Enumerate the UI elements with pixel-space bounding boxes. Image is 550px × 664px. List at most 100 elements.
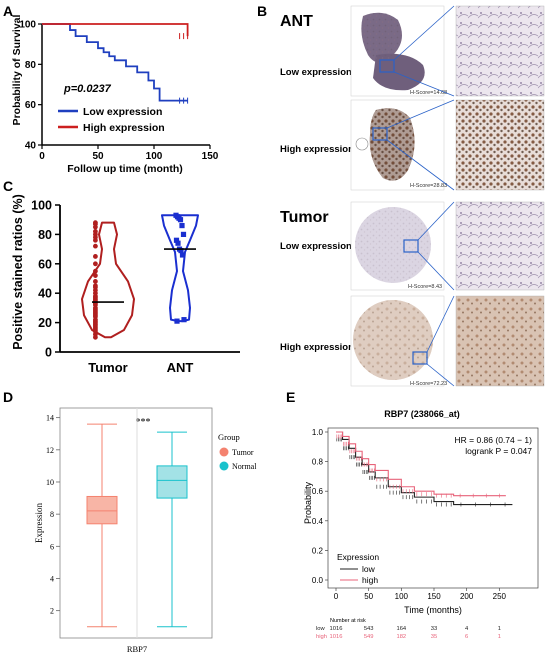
y-tick-label-a: 80 [25, 60, 37, 71]
boxplot-d: D Expression RBP7 *** 2 4 6 8 10 12 14 Group T… [3, 389, 257, 654]
y-tick-label-d: 6 [50, 542, 54, 551]
violin-tumor [81, 221, 135, 339]
data-point-ant [179, 252, 186, 258]
data-point-tumor [93, 334, 98, 340]
y-tick-label-d: 12 [46, 446, 54, 455]
y-axis-label-a: Probability of Survival [11, 14, 23, 125]
risk-table: low 1016 543 164 33 4 1 high 1016 549 182 35 6 1 [316, 626, 501, 640]
y-tick-label-a: 40 [25, 141, 37, 152]
h-score-tumor-high: H-Score=72.23 [410, 381, 447, 387]
x-tick-label-a: 150 [202, 151, 219, 162]
y-tick-label-c: 20 [38, 316, 52, 330]
ihc-whole-ant-low [350, 5, 445, 97]
y-tick-label-c: 100 [31, 199, 52, 213]
data-point-tumor [93, 237, 98, 243]
row-label-ant-high: High expression [280, 144, 354, 155]
panel-e: E RBP7 (238066_at) HR = 0.86 (0.74 − 1) … [280, 388, 550, 659]
legend-label-tumor: Tumor [232, 448, 254, 457]
y-tick-label-d: 2 [50, 607, 54, 616]
data-point-ant [173, 237, 180, 243]
box-tumor [86, 495, 118, 525]
data-point-tumor [93, 224, 98, 230]
ihc-zoom-ant-high [455, 99, 545, 191]
tumor-heading: Tumor [280, 209, 329, 226]
axes-e: 0.0 0.2 0.4 0.6 0.8 1.0 0 50 100 150 200 250 [312, 428, 507, 601]
y-tick-label-c: 80 [38, 228, 52, 242]
y-tick-label-e: 0.4 [312, 517, 324, 526]
row-label-ant-low: Low expression [280, 67, 352, 78]
ihc-zoom-ant-low [455, 5, 545, 97]
y-tick-label-e: 0.2 [312, 546, 324, 555]
legend-label-low-e: low [362, 564, 376, 574]
data-point-tumor [93, 261, 98, 267]
x-tick-label-c: Tumor [88, 360, 127, 375]
box-normal [156, 465, 188, 499]
panel-d: D Expression RBP7 *** 2 4 6 8 10 12 14 Group T… [0, 388, 270, 659]
violins-c [81, 214, 199, 339]
y-tick-label-a: 60 [25, 100, 37, 111]
y-tick-label-e: 0.0 [312, 576, 324, 585]
risk-count: 1016 [330, 634, 343, 640]
chart-title-e: RBP7 (238066_at) [384, 409, 460, 419]
p-value-label: p=0.0237 [63, 83, 112, 95]
h-score-ant-low: H-Score=14.68 [410, 90, 447, 96]
x-axis-label-a: Follow up time (month) [67, 163, 182, 175]
panel-letter-d: D [3, 389, 13, 405]
zoom-line-6 [417, 251, 455, 291]
y-tick-label-c: 60 [38, 257, 52, 271]
y-axis-label-c: Positive stained ratios (%) [11, 194, 25, 350]
data-point-ant [177, 217, 184, 223]
panel-b: B ANT Tumor Low expression H-Score=14.68… [257, 0, 550, 388]
legend-a: Low expression High expression [58, 106, 165, 134]
row-label-tumor-low: Low expression [280, 241, 352, 252]
legend-label-high-e: high [362, 575, 378, 585]
x-tick-label-e: 100 [395, 592, 409, 601]
zoom-line-8 [426, 363, 455, 387]
panel-letter-c: C [3, 178, 13, 194]
x-tick-label-e: 250 [493, 592, 507, 601]
violin-ant [161, 214, 199, 323]
risk-count: 164 [396, 626, 406, 632]
series-e [336, 431, 513, 507]
data-point-ant [175, 240, 181, 246]
panel-a: A Probability of Survival Follow up time… [0, 0, 255, 175]
legend-d: Group Tumor Normal [218, 432, 257, 471]
h-score-tumor-low: H-Score=8.43 [408, 284, 442, 290]
ihc-image-panel: B ANT Tumor Low expression H-Score=14.68… [257, 3, 545, 387]
x-tick-label-a: 0 [39, 151, 45, 162]
y-axis-label-d: Expression [34, 503, 44, 543]
data-point-tumor [93, 243, 98, 249]
risk-count: 1 [498, 626, 501, 632]
risk-count: 549 [364, 634, 374, 640]
x-tick-label-a: 50 [92, 151, 104, 162]
risk-table-title: Number at risk [330, 618, 366, 624]
boxes-d [86, 423, 188, 628]
survival-chart-a: A Probability of Survival Follow up time… [3, 3, 219, 175]
data-point-tumor [93, 268, 98, 274]
y-tick-label-c: 0 [45, 346, 52, 360]
ihc-zoom-tumor-low [455, 201, 545, 291]
y-tick-label-d: 14 [46, 414, 54, 423]
significance-stars: *** [136, 417, 151, 428]
zoom-line-4 [386, 139, 455, 191]
panel-letter-a: A [3, 3, 13, 19]
x-axis-label-e: Time (months) [404, 605, 462, 615]
y-tick-label-e: 0.6 [312, 487, 324, 496]
ihc-whole-tumor-low [350, 201, 445, 291]
axes-d: 2 4 6 8 10 12 14 [46, 408, 138, 638]
plot-frame-d [59, 407, 213, 639]
data-point-ant [181, 317, 187, 323]
legend-title-e: Expression [337, 552, 379, 562]
risk-row-label-low: low [316, 626, 326, 632]
data-point-tumor [93, 273, 98, 278]
data-point-ant [179, 222, 185, 229]
ihc-whole-ant-high [350, 99, 445, 191]
data-point-ant [178, 247, 184, 254]
y-tick-label-d: 4 [50, 574, 54, 583]
legend-e: Expression low high [337, 552, 379, 585]
panel-c: C Positive stained ratios (%) 0 20 40 60 80 1… [0, 177, 255, 387]
axes-c: 0 20 40 60 80 100 Tumor ANT [31, 199, 240, 375]
x-tick-label-c: ANT [167, 360, 194, 375]
axes-a: 40 60 80 100 0 50 100 150 [19, 20, 218, 163]
km-line-low [336, 431, 513, 506]
